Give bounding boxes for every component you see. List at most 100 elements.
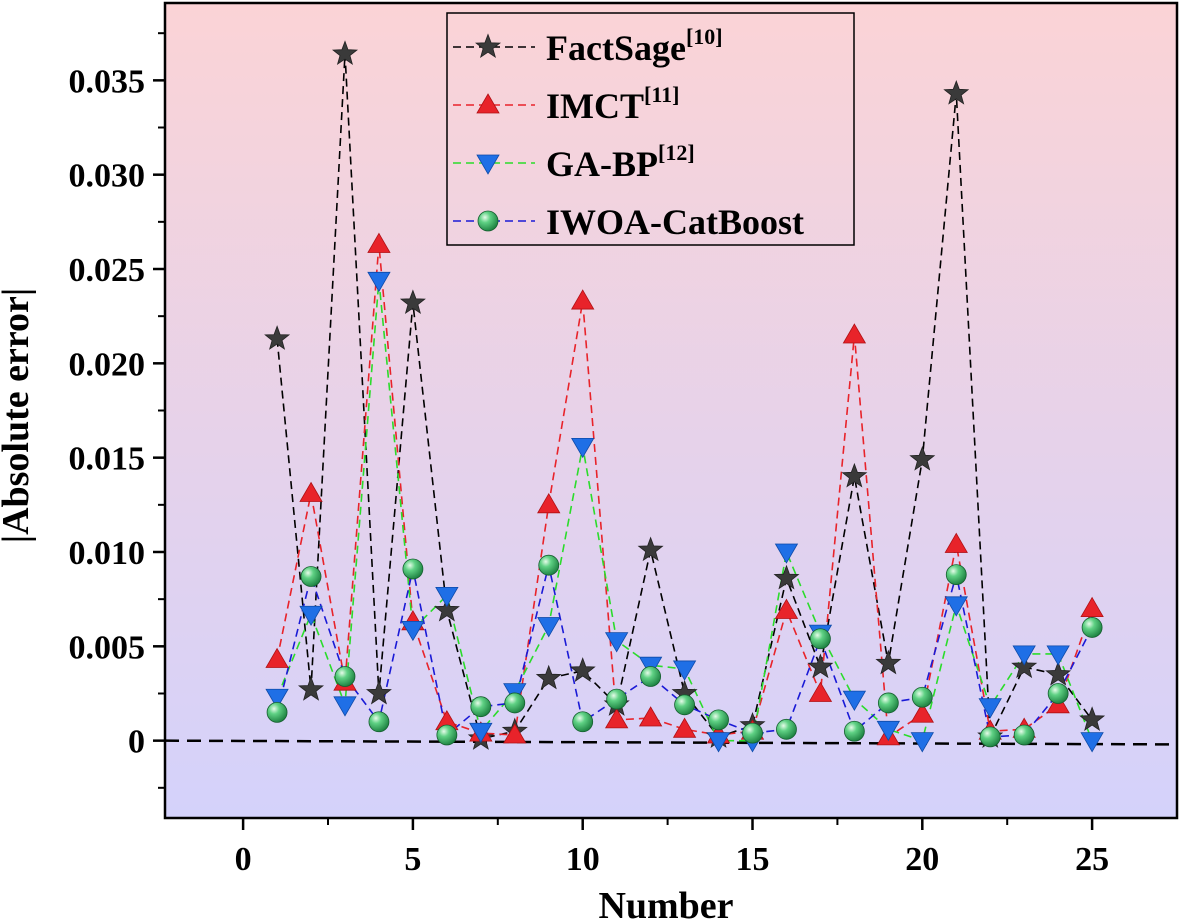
legend-ref: [10] <box>686 24 723 49</box>
data-point <box>401 620 425 642</box>
y-tick-label: 0 <box>128 724 145 761</box>
legend: FactSage[10] IMCT[11] GA-BP[12] IWOA-CatBoo… <box>446 12 855 246</box>
x-tick-label: 10 <box>566 841 600 878</box>
data-point <box>604 708 629 729</box>
legend-name: IWOA-CatBoost <box>546 202 804 242</box>
data-point <box>876 720 901 742</box>
data-point <box>979 726 1001 748</box>
data-point <box>606 688 628 710</box>
x-tick-label: 15 <box>736 841 770 878</box>
data-point <box>399 289 426 315</box>
data-point <box>604 632 629 653</box>
y-tick-label: 0.005 <box>69 629 146 666</box>
x-axis: 0 5 10 15 20 25 <box>235 818 1109 878</box>
data-point <box>774 543 799 564</box>
data-point <box>978 698 1002 719</box>
y-axis: 0 0.005 0.010 0.015 0.020 0.025 0.030 0.035 <box>69 32 165 789</box>
legend-marker <box>476 93 500 114</box>
data-point <box>909 445 936 471</box>
y-tick-label: 0.025 <box>69 252 146 289</box>
data-point <box>504 692 526 714</box>
legend-label: GA-BP[12] <box>546 140 695 184</box>
data-point <box>1012 645 1036 666</box>
data-point <box>875 649 902 675</box>
legend-ref: [11] <box>644 82 679 107</box>
data-point <box>911 686 933 708</box>
data-point <box>368 711 390 733</box>
data-point <box>571 289 595 310</box>
data-point <box>674 694 695 716</box>
data-point <box>402 558 424 580</box>
data-point <box>776 718 797 740</box>
data-point <box>265 647 289 668</box>
legend-name: IMCT <box>546 86 644 126</box>
data-point <box>571 437 595 459</box>
data-point <box>537 617 561 638</box>
data-point <box>1011 653 1038 679</box>
x-tick-label: 25 <box>1075 841 1109 878</box>
legend-marker <box>476 154 500 175</box>
data-point <box>945 564 967 586</box>
data-point <box>266 701 288 723</box>
data-point <box>537 493 561 514</box>
x-tick-label: 5 <box>404 841 421 878</box>
data-point <box>1080 596 1104 617</box>
data-point <box>297 676 324 701</box>
data-point <box>433 596 460 622</box>
data-point <box>943 79 970 105</box>
data-point <box>299 481 323 502</box>
data-point <box>435 586 459 608</box>
data-point <box>332 40 359 66</box>
legend-box <box>446 12 855 246</box>
x-axis-title: Number <box>598 885 733 922</box>
y-tick-label: 0.035 <box>69 63 146 100</box>
data-point <box>367 271 391 293</box>
series-markers-iwoa-catboost <box>266 554 1103 748</box>
legend-item: IMCT[11] <box>453 82 679 126</box>
data-point <box>841 462 868 488</box>
legend-marker <box>474 33 502 59</box>
data-point <box>910 732 934 753</box>
data-point <box>1081 617 1103 638</box>
data-point <box>1046 645 1070 666</box>
data-point <box>572 711 594 733</box>
data-point <box>569 657 596 682</box>
data-point <box>1080 732 1104 753</box>
data-point <box>638 706 663 727</box>
y-tick-label: 0.015 <box>69 441 146 478</box>
data-point <box>264 325 291 350</box>
data-point <box>1079 706 1106 731</box>
data-point <box>367 232 391 253</box>
data-point <box>1045 660 1072 686</box>
data-point <box>535 664 562 690</box>
data-point <box>640 666 662 687</box>
legend-ref: [12] <box>658 140 695 165</box>
legend-name: FactSage <box>546 28 686 68</box>
data-point <box>842 323 867 344</box>
legend-item: GA-BP[12] <box>453 140 695 184</box>
y-tick-label: 0.010 <box>69 535 146 572</box>
data-point <box>1013 724 1035 746</box>
data-point <box>944 596 968 617</box>
data-point <box>672 717 697 738</box>
data-point <box>299 605 323 627</box>
legend-item: IWOA-CatBoost <box>453 202 804 242</box>
data-point <box>300 566 322 587</box>
y-tick-label: 0.030 <box>69 158 146 195</box>
data-point <box>672 660 697 681</box>
data-point <box>742 722 763 744</box>
data-point <box>910 702 934 723</box>
data-point <box>436 724 458 746</box>
data-point <box>469 722 493 744</box>
data-point <box>843 720 865 742</box>
data-point <box>503 723 527 744</box>
data-point <box>706 732 731 753</box>
data-point <box>807 653 834 679</box>
x-tick-label: 0 <box>235 841 252 878</box>
data-point <box>470 696 492 718</box>
data-point <box>773 564 800 590</box>
legend-label: IWOA-CatBoost <box>546 202 804 242</box>
data-point <box>1047 683 1069 704</box>
data-point <box>808 681 833 702</box>
